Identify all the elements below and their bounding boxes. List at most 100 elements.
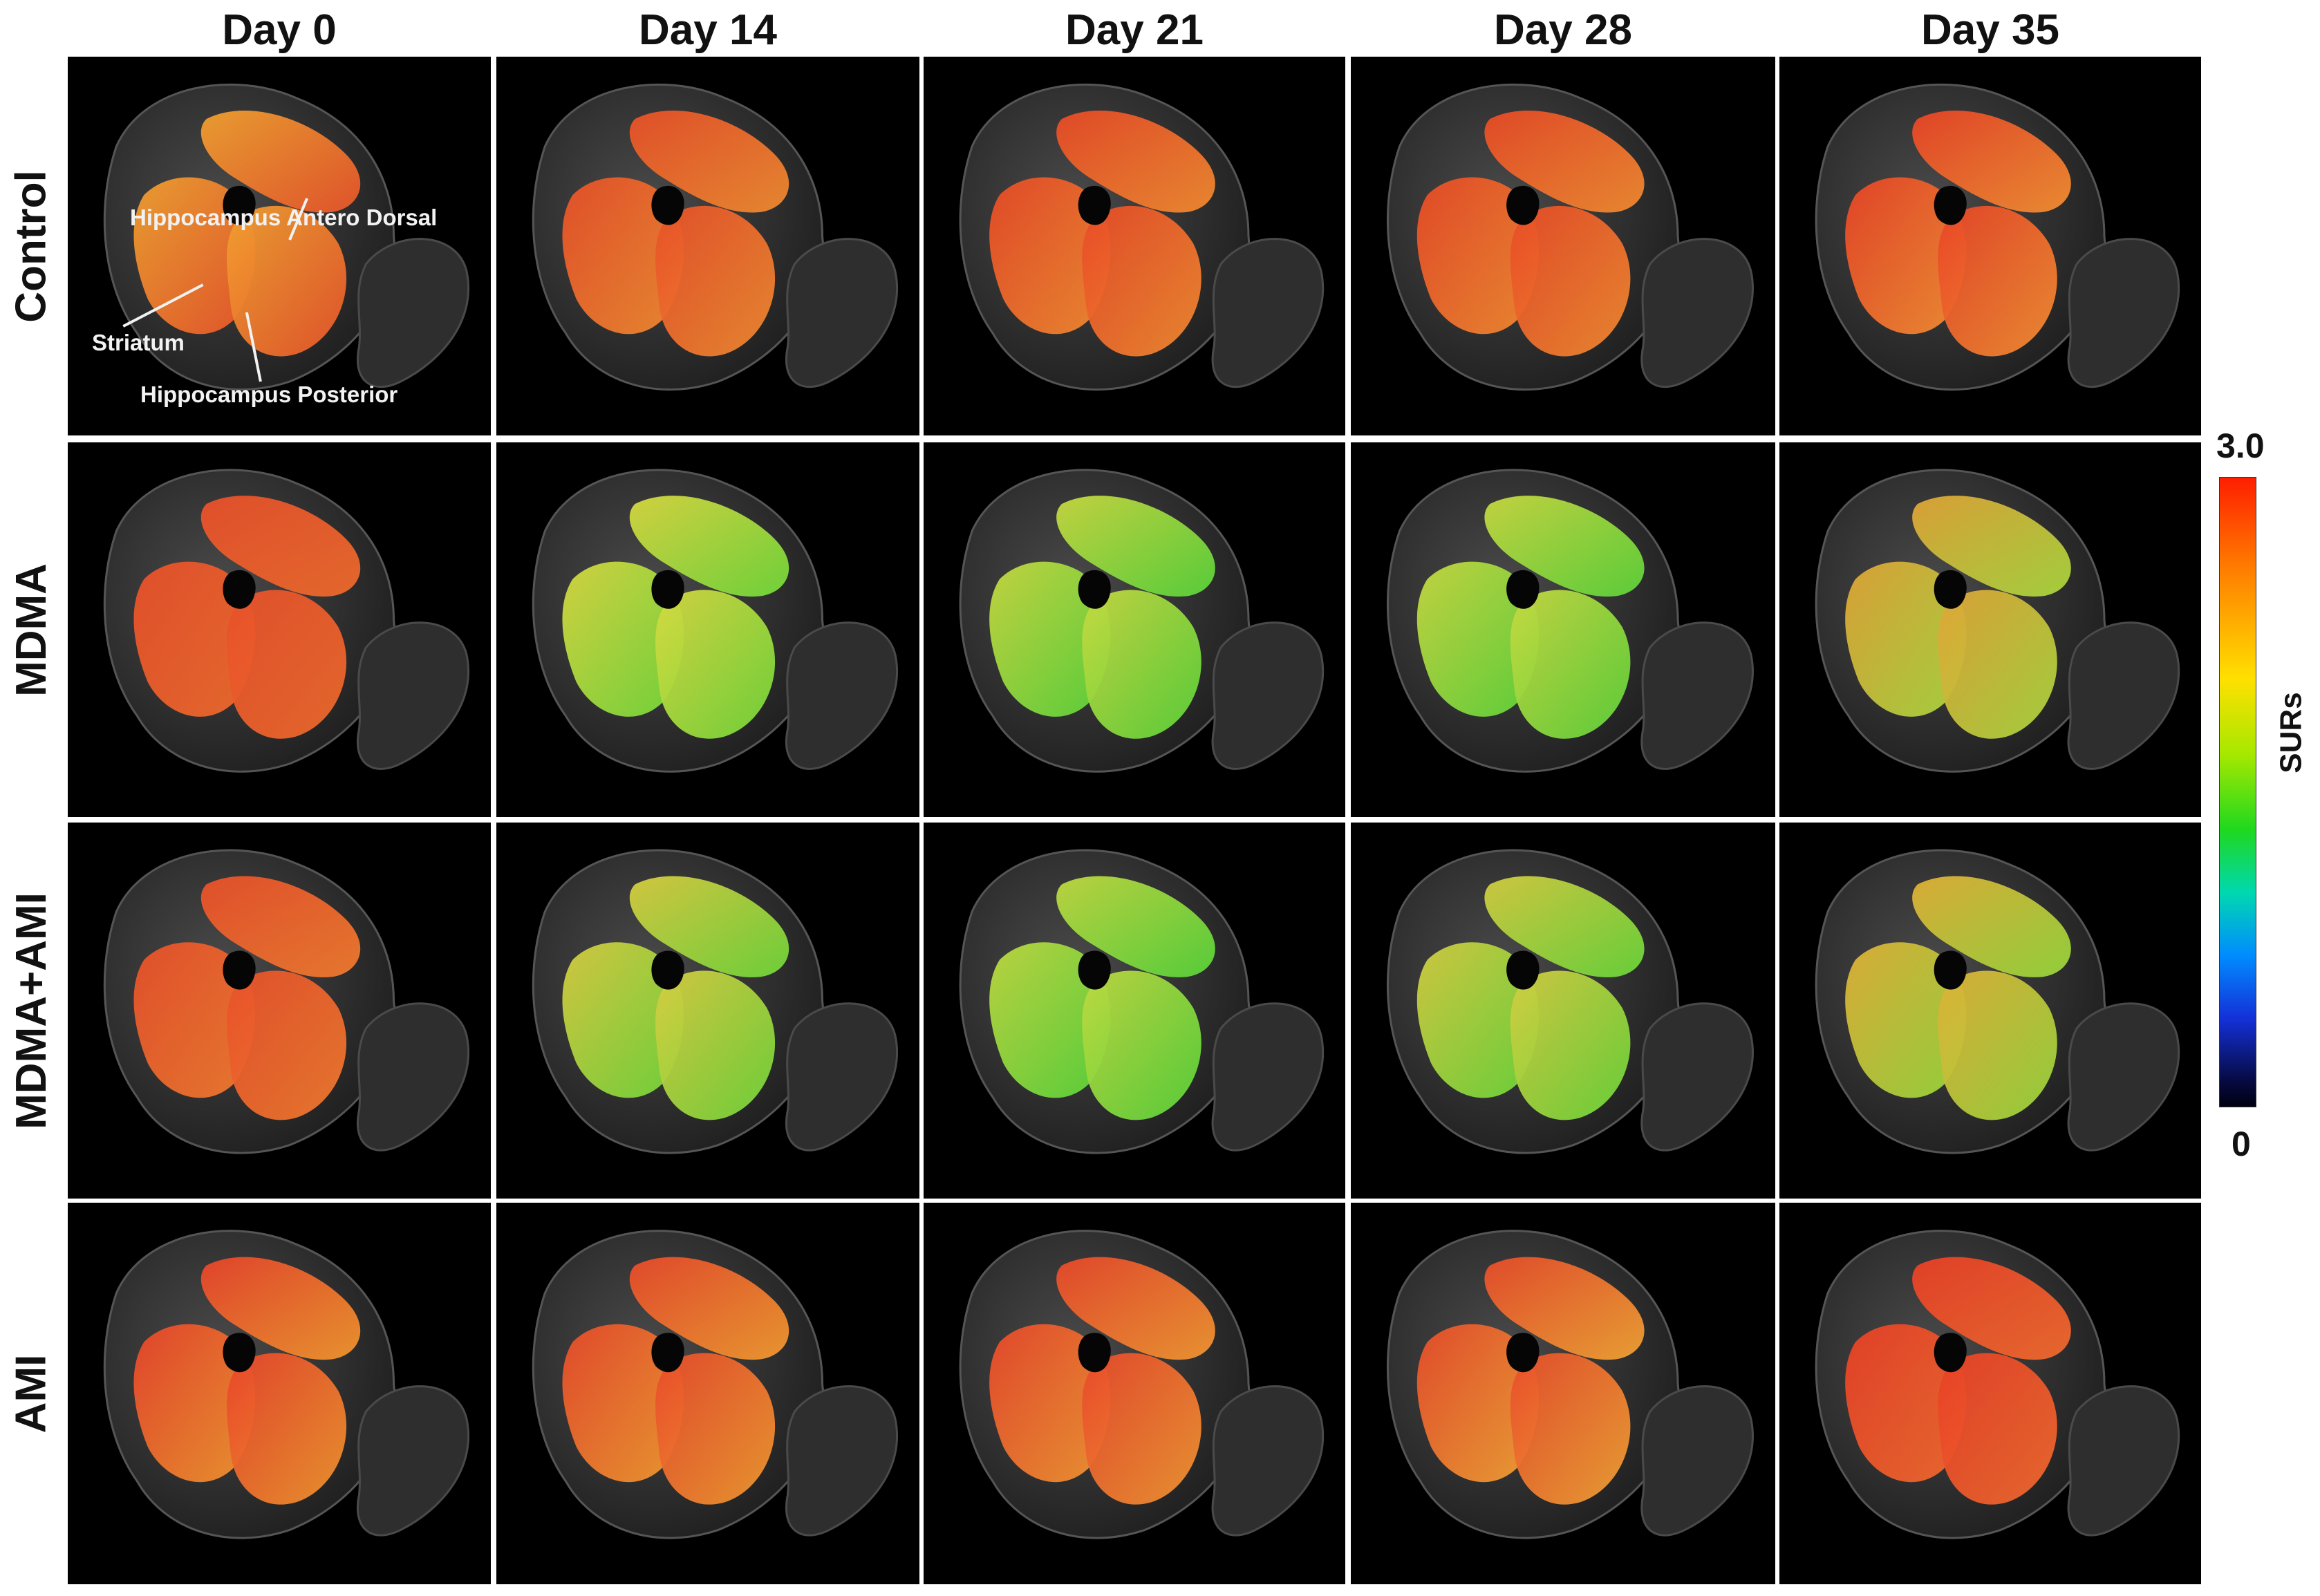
- striatum-region: [1416, 177, 1540, 335]
- color-scale-max-label: 3.0: [2216, 426, 2265, 465]
- cerebellum-outline: [1640, 1002, 1754, 1152]
- brain-rendering: [532, 469, 899, 773]
- striatum-region: [989, 177, 1111, 335]
- central-void: [1506, 570, 1540, 609]
- region-label-hippocampus-posterior: Hippocampus Posterior: [140, 382, 398, 407]
- striatum-region: [133, 561, 256, 717]
- hippocampus-posterior-region: [655, 970, 776, 1120]
- brain-scan-panel: [1779, 57, 2201, 435]
- cerebellum-outline: [1211, 1385, 1325, 1537]
- brain-rendering: [532, 83, 899, 391]
- striatum-region: [562, 942, 684, 1098]
- cerebellum-outline: [357, 1385, 470, 1537]
- brain-scan-panel: [496, 442, 919, 817]
- striatum-region: [1416, 561, 1540, 717]
- column-header-day-3: Day 28: [1494, 6, 1632, 54]
- hippocampus-antero-dorsal-region: [629, 111, 789, 213]
- column-header-day-4: Day 35: [1921, 6, 2059, 54]
- hippocampus-antero-dorsal-region: [1056, 876, 1215, 977]
- brain-scan-panel: [496, 57, 919, 435]
- cerebellum-outline: [1211, 621, 1325, 770]
- striatum-region: [1416, 1324, 1540, 1483]
- hippocampus-antero-dorsal-region: [1056, 111, 1215, 213]
- color-scale-min-label: 0: [2232, 1125, 2251, 1163]
- striatum-region: [133, 942, 256, 1098]
- central-void: [1506, 950, 1540, 990]
- brain-scan-panel: [496, 823, 919, 1199]
- cerebellum-outline: [1640, 1385, 1754, 1537]
- brain-scan-panel: [496, 1203, 919, 1584]
- hippocampus-posterior-region: [1510, 205, 1631, 357]
- brain-rendering: [1815, 469, 2180, 773]
- hippocampus-posterior-region: [1082, 590, 1201, 739]
- hippocampus-antero-dorsal-region: [1056, 1257, 1215, 1360]
- brain-rendering: [1815, 83, 2180, 391]
- brain-rendering: [1386, 849, 1754, 1154]
- hippocampus-posterior-region: [1082, 1353, 1201, 1505]
- brain-scan-panel: [1351, 442, 1775, 817]
- central-void: [223, 1333, 256, 1373]
- cerebellum-outline: [2067, 1385, 2180, 1537]
- central-void: [651, 570, 684, 609]
- hippocampus-posterior-region: [1938, 1353, 2057, 1505]
- hippocampus-posterior-region: [655, 1353, 776, 1505]
- hippocampus-antero-dorsal-region: [1484, 496, 1645, 597]
- central-void: [651, 185, 684, 225]
- column-header-day-1: Day 14: [639, 6, 777, 54]
- hippocampus-posterior-region: [655, 590, 776, 739]
- brain-rendering: [1386, 83, 1754, 391]
- brain-rendering: [103, 469, 470, 773]
- row-header-1: MDMA: [7, 563, 55, 697]
- central-void: [223, 185, 256, 225]
- brain-scan-panel: Hippocampus Antero Dorsal Striatum Hippoca…: [68, 57, 491, 435]
- brain-scan-panel: [68, 823, 491, 1199]
- hippocampus-posterior-region: [1082, 205, 1201, 357]
- central-void: [223, 570, 256, 609]
- hippocampus-posterior-region: [1938, 205, 2057, 357]
- central-void: [1078, 1333, 1111, 1373]
- hippocampus-antero-dorsal-region: [1484, 876, 1645, 977]
- hippocampus-posterior-region: [227, 205, 347, 357]
- brain-rendering: [959, 849, 1325, 1154]
- hippocampus-antero-dorsal-region: [629, 876, 789, 977]
- striatum-region: [1845, 177, 1967, 335]
- brain-rendering: [959, 1230, 1325, 1539]
- cerebellum-outline: [1211, 1002, 1325, 1152]
- striatum-region: [133, 1324, 256, 1483]
- hippocampus-posterior-region: [1510, 970, 1631, 1120]
- hippocampus-antero-dorsal-region: [629, 1257, 789, 1360]
- color-scale-title: SURs: [2274, 692, 2308, 773]
- central-void: [1934, 570, 1967, 609]
- brain-scan-panel: [924, 57, 1345, 435]
- hippocampus-antero-dorsal-region: [1912, 496, 2071, 597]
- cerebellum-outline: [1211, 238, 1325, 388]
- striatum-region: [989, 1324, 1111, 1483]
- column-header-day-2: Day 21: [1065, 6, 1204, 54]
- cerebellum-outline: [2067, 1002, 2180, 1152]
- hippocampus-antero-dorsal-region: [200, 876, 361, 977]
- hippocampus-posterior-region: [655, 205, 776, 357]
- cerebellum-outline: [1640, 621, 1754, 770]
- hippocampus-posterior-region: [227, 590, 347, 739]
- cerebellum-outline: [785, 1002, 899, 1152]
- brain-scan-panel: [1351, 1203, 1775, 1584]
- central-void: [1506, 185, 1540, 225]
- cerebellum-outline: [785, 238, 899, 388]
- row-header-2: MDMA+AMI: [7, 892, 55, 1129]
- cerebellum-outline: [1640, 238, 1754, 388]
- cerebellum-outline: [785, 1385, 899, 1537]
- central-void: [1078, 570, 1111, 609]
- hippocampus-posterior-region: [1510, 1353, 1631, 1505]
- hippocampus-antero-dorsal-region: [1912, 111, 2071, 213]
- brain-rendering: [1386, 469, 1754, 773]
- brain-scan-panel: [1351, 57, 1775, 435]
- hippocampus-posterior-region: [1510, 590, 1631, 739]
- hippocampus-posterior-region: [1082, 970, 1201, 1120]
- brain-scan-panel: [68, 1203, 491, 1584]
- hippocampus-antero-dorsal-region: [1912, 1257, 2071, 1360]
- hippocampus-posterior-region: [227, 970, 347, 1120]
- brain-rendering: [103, 849, 470, 1154]
- hippocampus-posterior-region: [1938, 970, 2057, 1120]
- brain-rendering: [1815, 849, 2180, 1154]
- central-void: [1506, 1333, 1540, 1373]
